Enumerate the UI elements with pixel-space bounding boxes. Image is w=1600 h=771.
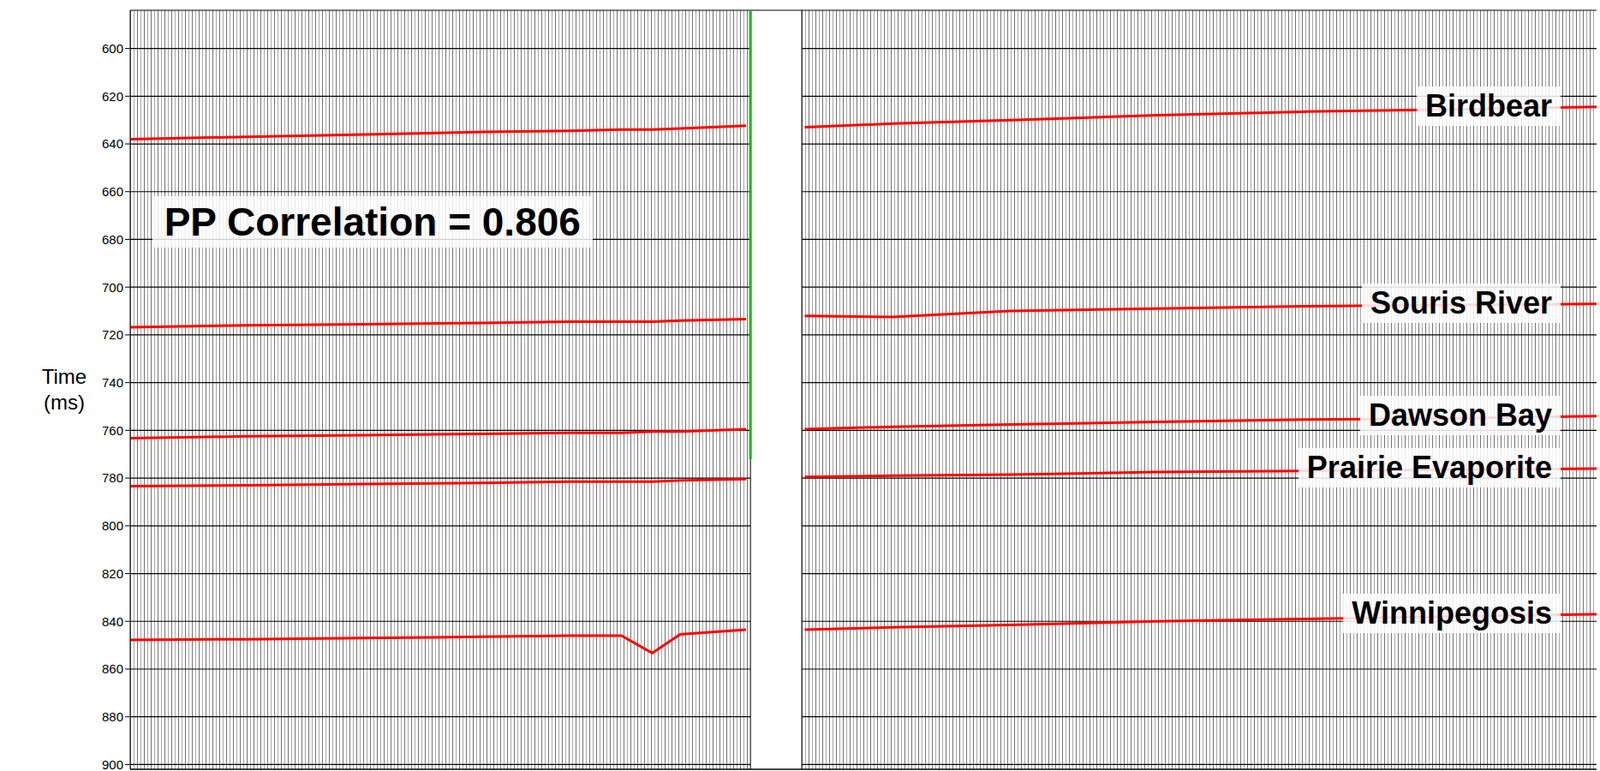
html-text:Souris River: Souris River bbox=[1370, 284, 1553, 321]
html-text:Birdbear: Birdbear bbox=[1425, 88, 1553, 124]
html-text:Winnipegosis: Winnipegosis bbox=[1351, 595, 1553, 631]
svg-text:860: 860 bbox=[101, 661, 124, 676]
svg-text:840: 840 bbox=[101, 614, 124, 629]
svg-text:620: 620 bbox=[101, 89, 124, 104]
svg-text:820: 820 bbox=[101, 566, 124, 581]
html-text:(ms): (ms) bbox=[43, 390, 85, 414]
svg-text:780: 780 bbox=[101, 470, 124, 485]
html-text:Prairie Evaporite: Prairie Evaporite bbox=[1306, 449, 1553, 485]
html-text:PP Correlation = 0.806: PP Correlation = 0.806 bbox=[164, 199, 581, 245]
svg-text:700: 700 bbox=[101, 280, 124, 295]
svg-text:800: 800 bbox=[101, 518, 124, 533]
svg-text:740: 740 bbox=[101, 375, 124, 390]
html-text:Dawson Bay: Dawson Bay bbox=[1368, 397, 1553, 433]
html-text:Time: Time bbox=[41, 364, 87, 389]
svg-text:880: 880 bbox=[101, 709, 124, 724]
svg-text:760: 760 bbox=[101, 423, 124, 438]
svg-text:680: 680 bbox=[101, 232, 124, 247]
svg-text:640: 640 bbox=[101, 136, 124, 151]
svg-text:900: 900 bbox=[101, 757, 124, 771]
svg-text:600: 600 bbox=[101, 41, 124, 56]
svg-text:660: 660 bbox=[101, 184, 124, 199]
svg-text:720: 720 bbox=[101, 327, 124, 342]
